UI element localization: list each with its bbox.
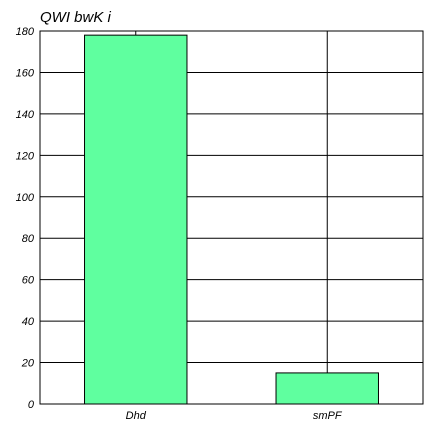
plot-frame: [39, 30, 424, 405]
y-tick-label: 40: [22, 316, 35, 328]
y-axis-ticks: 0 20 40 60 80 100 120 140 160 180: [16, 26, 35, 411]
y-tick-label: 160: [16, 67, 35, 79]
x-tick-label: Dhd: [126, 410, 147, 422]
y-tick-label: 0: [28, 399, 35, 411]
y-tick-label: 80: [22, 233, 35, 245]
bar-Dhd: [84, 34, 188, 405]
chart-title: QWI bwK i: [40, 9, 112, 26]
y-tick-label: 20: [21, 358, 35, 370]
y-tick-label: 120: [16, 150, 35, 162]
y-tick-label: 100: [16, 192, 35, 204]
y-tick-label: 180: [16, 26, 35, 38]
bars: [84, 34, 379, 405]
y-tick-label: 140: [16, 109, 35, 121]
y-tick-label: 60: [22, 275, 35, 287]
x-axis-ticks: Dhd smPF: [126, 410, 343, 422]
bar-smPF: [275, 372, 379, 405]
x-tick-label: smPF: [313, 410, 343, 422]
